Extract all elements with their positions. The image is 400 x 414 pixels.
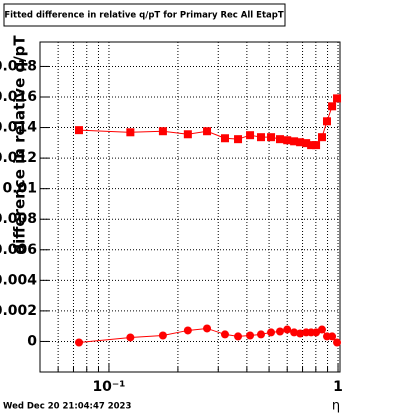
y-tick-label: 0.014 [0, 120, 37, 136]
y-tick-label: 0.012 [0, 150, 37, 166]
marker [267, 133, 276, 142]
marker [75, 126, 84, 135]
y-tick-label: 0.002 [0, 303, 37, 319]
y-tick-label: 0.016 [0, 89, 37, 105]
y-tick-label: 0 [27, 333, 37, 349]
marker [183, 130, 192, 139]
marker [333, 338, 342, 347]
marker [283, 325, 292, 334]
y-tick-label: 0.006 [0, 242, 37, 258]
x-tick-label: 10⁻¹ [92, 379, 125, 395]
marker [183, 326, 192, 335]
marker [317, 325, 326, 334]
timestamp: Wed Dec 20 21:04:47 2023 [3, 402, 131, 412]
marker [203, 127, 212, 136]
marker [275, 327, 284, 336]
x-axis-label: η [332, 399, 340, 414]
marker [126, 128, 135, 137]
marker [333, 94, 342, 103]
y-tick-label: 0.004 [0, 272, 37, 288]
marker [246, 331, 255, 340]
marker [246, 131, 255, 140]
marker [328, 332, 337, 341]
marker [317, 133, 326, 142]
marker [203, 324, 212, 333]
marker [220, 134, 229, 143]
marker [126, 333, 135, 342]
y-tick-label: 0.01 [2, 181, 37, 197]
marker [290, 137, 299, 146]
chart-title: Fitted difference in relative q/pT for P… [4, 11, 284, 21]
marker [220, 330, 229, 339]
marker [267, 328, 276, 337]
marker [75, 338, 84, 347]
marker [256, 330, 265, 339]
y-tick-label: 0.008 [0, 211, 37, 227]
y-axis-label: difference in relative q/pT [11, 35, 29, 255]
marker [234, 332, 243, 341]
marker [290, 328, 299, 337]
title-box [3, 3, 286, 27]
marker [256, 133, 265, 142]
marker [234, 135, 243, 144]
x-tick-label: 1 [333, 379, 343, 395]
marker [158, 331, 167, 340]
marker [312, 141, 321, 150]
marker [158, 127, 167, 136]
marker [275, 135, 284, 144]
marker [296, 138, 305, 147]
y-tick-label: 0.018 [0, 58, 37, 74]
marker [302, 139, 311, 148]
marker [312, 328, 321, 337]
marker [328, 102, 337, 111]
marker [283, 136, 292, 145]
marker [322, 117, 331, 126]
plot-frame [39, 41, 341, 373]
marker [307, 141, 316, 150]
marker [296, 329, 305, 338]
